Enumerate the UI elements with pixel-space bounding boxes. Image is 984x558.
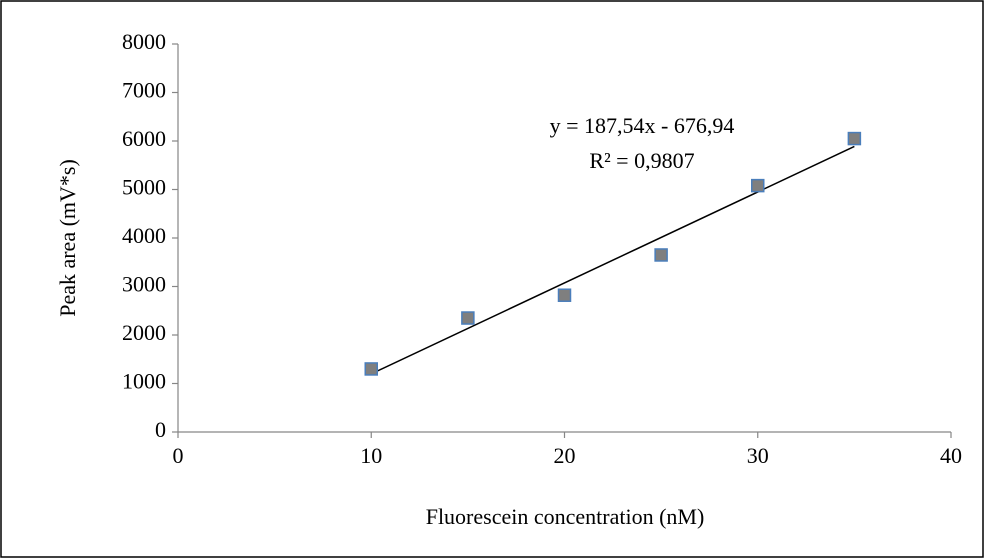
y-tick-label: 6000 [122,126,166,151]
x-tick-label: 10 [360,443,382,468]
trendline-r2: R² = 0,9807 [589,148,694,173]
y-tick-label: 2000 [122,320,166,345]
x-tick-label: 30 [747,443,769,468]
data-point [847,131,862,146]
x-axis-label: Fluorescein concentration (nM) [426,504,705,529]
data-point [364,362,378,376]
data-point [557,288,572,302]
trendline [370,145,855,375]
data-point [751,178,765,193]
data-point [461,311,475,325]
x-tick-label: 20 [554,443,576,468]
y-tick-label: 4000 [122,223,166,248]
y-tick-label: 7000 [122,78,166,103]
trendline-equation: y = 187,54x - 676,94 [550,113,735,138]
y-tick-label: 8000 [122,29,166,54]
x-tick-label: 40 [940,443,962,468]
y-tick-label: 1000 [122,369,166,394]
y-tick-label: 0 [155,417,166,442]
y-tick-label: 3000 [122,272,166,297]
data-point [654,248,668,262]
y-tick-label: 5000 [122,175,166,200]
x-tick-label: 0 [173,443,184,468]
y-axis-label: Peak area (mV*s) [55,159,80,317]
